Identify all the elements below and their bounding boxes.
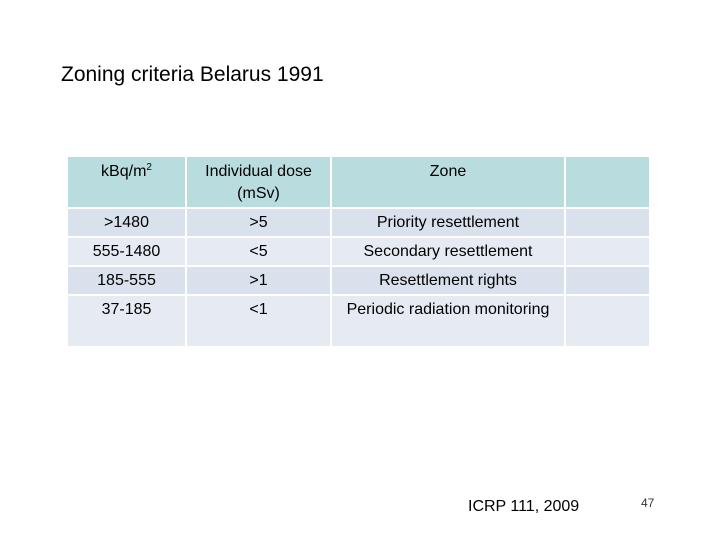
zoning-criteria-table: kBq/m2 Individual dose (mSv) Zone >1480 … [66, 155, 651, 348]
cell-range: 185-555 [66, 265, 187, 296]
header-cell-dose: Individual dose (mSv) [185, 155, 332, 209]
cell-zone: Periodic radiation monitoring [330, 294, 566, 348]
table-row: 555-1480 <5 Secondary resettlement [66, 236, 651, 267]
header-cell-empty [564, 155, 651, 209]
header-cell-zone: Zone [330, 155, 566, 209]
table-row: >1480 >5 Priority resettlement [66, 207, 651, 238]
table-row: 185-555 >1 Resettlement rights [66, 265, 651, 296]
cell-dose: <5 [185, 236, 332, 267]
header-cell-activity: kBq/m2 [66, 155, 187, 209]
table-header-row: kBq/m2 Individual dose (mSv) Zone [66, 155, 651, 209]
cell-dose: <1 [185, 294, 332, 348]
cell-range: >1480 [66, 207, 187, 238]
cell-dose: >5 [185, 207, 332, 238]
table-row: 37-185 <1 Periodic radiation monitoring [66, 294, 651, 348]
cell-zone: Priority resettlement [330, 207, 566, 238]
cell-zone: Secondary resettlement [330, 236, 566, 267]
cell-range: 555-1480 [66, 236, 187, 267]
citation: ICRP 111, 2009 [468, 498, 580, 515]
cell-range: 37-185 [66, 294, 187, 348]
cell-empty [564, 207, 651, 238]
cell-empty [564, 236, 651, 267]
cell-empty [564, 294, 651, 348]
cell-zone: Resettlement rights [330, 265, 566, 296]
header-activity-exponent: 2 [146, 162, 152, 173]
slide-title: Zoning criteria Belarus 1991 [61, 63, 324, 86]
cell-dose: >1 [185, 265, 332, 296]
header-activity-unit: kBq/m [101, 163, 147, 180]
page-number: 47 [641, 496, 655, 510]
cell-empty [564, 265, 651, 296]
